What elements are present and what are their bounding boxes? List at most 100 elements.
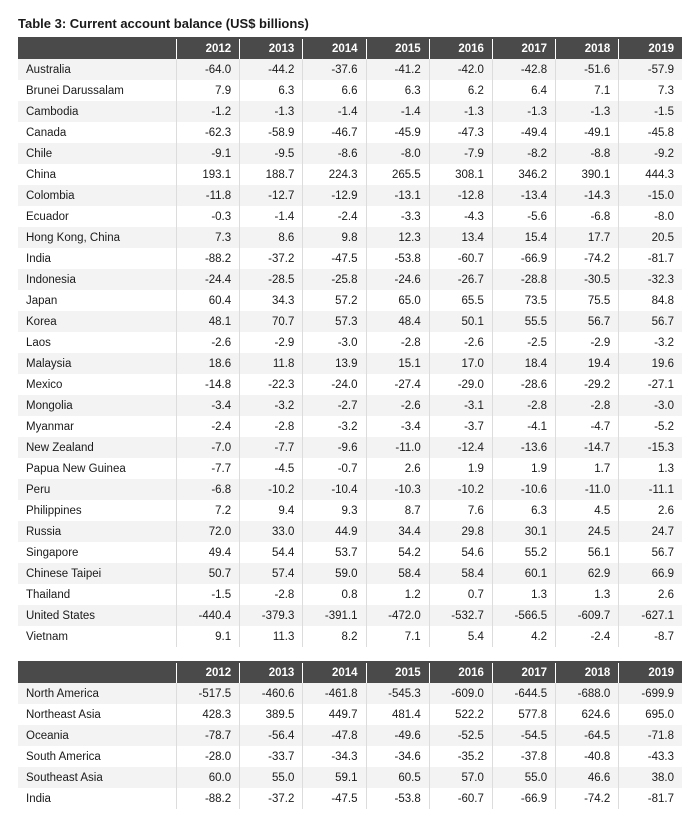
row-value: -0.7 <box>303 458 366 479</box>
row-label: Indonesia <box>18 269 176 290</box>
row-value: -440.4 <box>176 605 239 626</box>
row-value: 8.7 <box>366 500 429 521</box>
row-value: -8.8 <box>556 143 619 164</box>
row-value: 265.5 <box>366 164 429 185</box>
row-value: 7.3 <box>176 227 239 248</box>
row-value: -4.1 <box>492 416 555 437</box>
row-value: 70.7 <box>240 311 303 332</box>
row-value: -12.9 <box>303 185 366 206</box>
row-value: -71.8 <box>619 725 682 746</box>
row-value: -3.2 <box>303 416 366 437</box>
row-value: -2.6 <box>366 395 429 416</box>
row-value: -566.5 <box>492 605 555 626</box>
header-year: 2013 <box>240 662 303 683</box>
row-value: 75.5 <box>556 290 619 311</box>
row-value: 1.2 <box>366 584 429 605</box>
row-value: 57.3 <box>303 311 366 332</box>
row-value: -24.0 <box>303 374 366 395</box>
row-value: 8.2 <box>303 626 366 647</box>
row-value: 1.7 <box>556 458 619 479</box>
row-value: 11.3 <box>240 626 303 647</box>
row-value: -0.3 <box>176 206 239 227</box>
row-value: -53.8 <box>366 248 429 269</box>
row-value: -8.2 <box>492 143 555 164</box>
row-value: -609.0 <box>429 683 492 704</box>
row-value: -3.4 <box>176 395 239 416</box>
row-value: -49.1 <box>556 122 619 143</box>
row-value: 481.4 <box>366 704 429 725</box>
table-row: Myanmar-2.4-2.8-3.2-3.4-3.7-4.1-4.7-5.2 <box>18 416 682 437</box>
row-value: 17.7 <box>556 227 619 248</box>
row-value: -11.1 <box>619 479 682 500</box>
row-value: -2.5 <box>492 332 555 353</box>
row-value: -10.4 <box>303 479 366 500</box>
row-value: 60.1 <box>492 563 555 584</box>
row-value: 59.0 <box>303 563 366 584</box>
row-value: -12.7 <box>240 185 303 206</box>
table-row: China193.1188.7224.3265.5308.1346.2390.1… <box>18 164 682 185</box>
row-value: -12.4 <box>429 437 492 458</box>
row-label: Papua New Guinea <box>18 458 176 479</box>
header-blank <box>18 38 176 59</box>
row-value: 6.3 <box>366 80 429 101</box>
row-value: -10.2 <box>240 479 303 500</box>
row-label: Hong Kong, China <box>18 227 176 248</box>
row-value: -2.8 <box>556 395 619 416</box>
header-year: 2016 <box>429 38 492 59</box>
row-value: 1.9 <box>492 458 555 479</box>
row-value: 2.6 <box>619 500 682 521</box>
table-row: Singapore49.454.453.754.254.655.256.156.… <box>18 542 682 563</box>
row-value: -545.3 <box>366 683 429 704</box>
row-value: -74.2 <box>556 248 619 269</box>
row-value: -1.4 <box>240 206 303 227</box>
row-label: Japan <box>18 290 176 311</box>
row-value: -47.5 <box>303 248 366 269</box>
table-row: South America-28.0-33.7-34.3-34.6-35.2-3… <box>18 746 682 767</box>
header-year: 2014 <box>303 662 366 683</box>
row-value: 7.1 <box>366 626 429 647</box>
table-row: Peru-6.8-10.2-10.4-10.3-10.2-10.6-11.0-1… <box>18 479 682 500</box>
row-value: -1.5 <box>176 584 239 605</box>
row-value: 522.2 <box>429 704 492 725</box>
header-year: 2014 <box>303 38 366 59</box>
row-value: -32.3 <box>619 269 682 290</box>
table-row: Vietnam9.111.38.27.15.44.2-2.4-8.7 <box>18 626 682 647</box>
row-value: 50.7 <box>176 563 239 584</box>
row-value: 346.2 <box>492 164 555 185</box>
countries-table-header: 20122013201420152016201720182019 <box>18 38 682 59</box>
row-value: 9.8 <box>303 227 366 248</box>
row-label: Singapore <box>18 542 176 563</box>
table-row: Mongolia-3.4-3.2-2.7-2.6-3.1-2.8-2.8-3.0 <box>18 395 682 416</box>
row-value: 34.4 <box>366 521 429 542</box>
row-value: 57.0 <box>429 767 492 788</box>
row-value: 308.1 <box>429 164 492 185</box>
row-label: Brunei Darussalam <box>18 80 176 101</box>
row-value: 55.0 <box>240 767 303 788</box>
row-value: 1.3 <box>619 458 682 479</box>
row-value: -54.5 <box>492 725 555 746</box>
row-value: -3.2 <box>619 332 682 353</box>
row-value: -2.6 <box>176 332 239 353</box>
row-label: Chinese Taipei <box>18 563 176 584</box>
row-value: -8.7 <box>619 626 682 647</box>
row-label: Philippines <box>18 500 176 521</box>
row-value: 19.4 <box>556 353 619 374</box>
row-value: -78.7 <box>176 725 239 746</box>
row-value: 24.5 <box>556 521 619 542</box>
row-value: 48.4 <box>366 311 429 332</box>
row-value: 50.1 <box>429 311 492 332</box>
header-year: 2015 <box>366 662 429 683</box>
row-value: -2.8 <box>240 416 303 437</box>
row-value: 56.7 <box>619 311 682 332</box>
row-value: 18.4 <box>492 353 555 374</box>
row-value: 72.0 <box>176 521 239 542</box>
row-label: United States <box>18 605 176 626</box>
row-value: 33.0 <box>240 521 303 542</box>
row-value: -1.3 <box>240 101 303 122</box>
row-value: -1.4 <box>303 101 366 122</box>
row-value: 13.9 <box>303 353 366 374</box>
row-label: Thailand <box>18 584 176 605</box>
row-value: 46.6 <box>556 767 619 788</box>
row-value: -42.0 <box>429 59 492 80</box>
header-year: 2017 <box>492 662 555 683</box>
